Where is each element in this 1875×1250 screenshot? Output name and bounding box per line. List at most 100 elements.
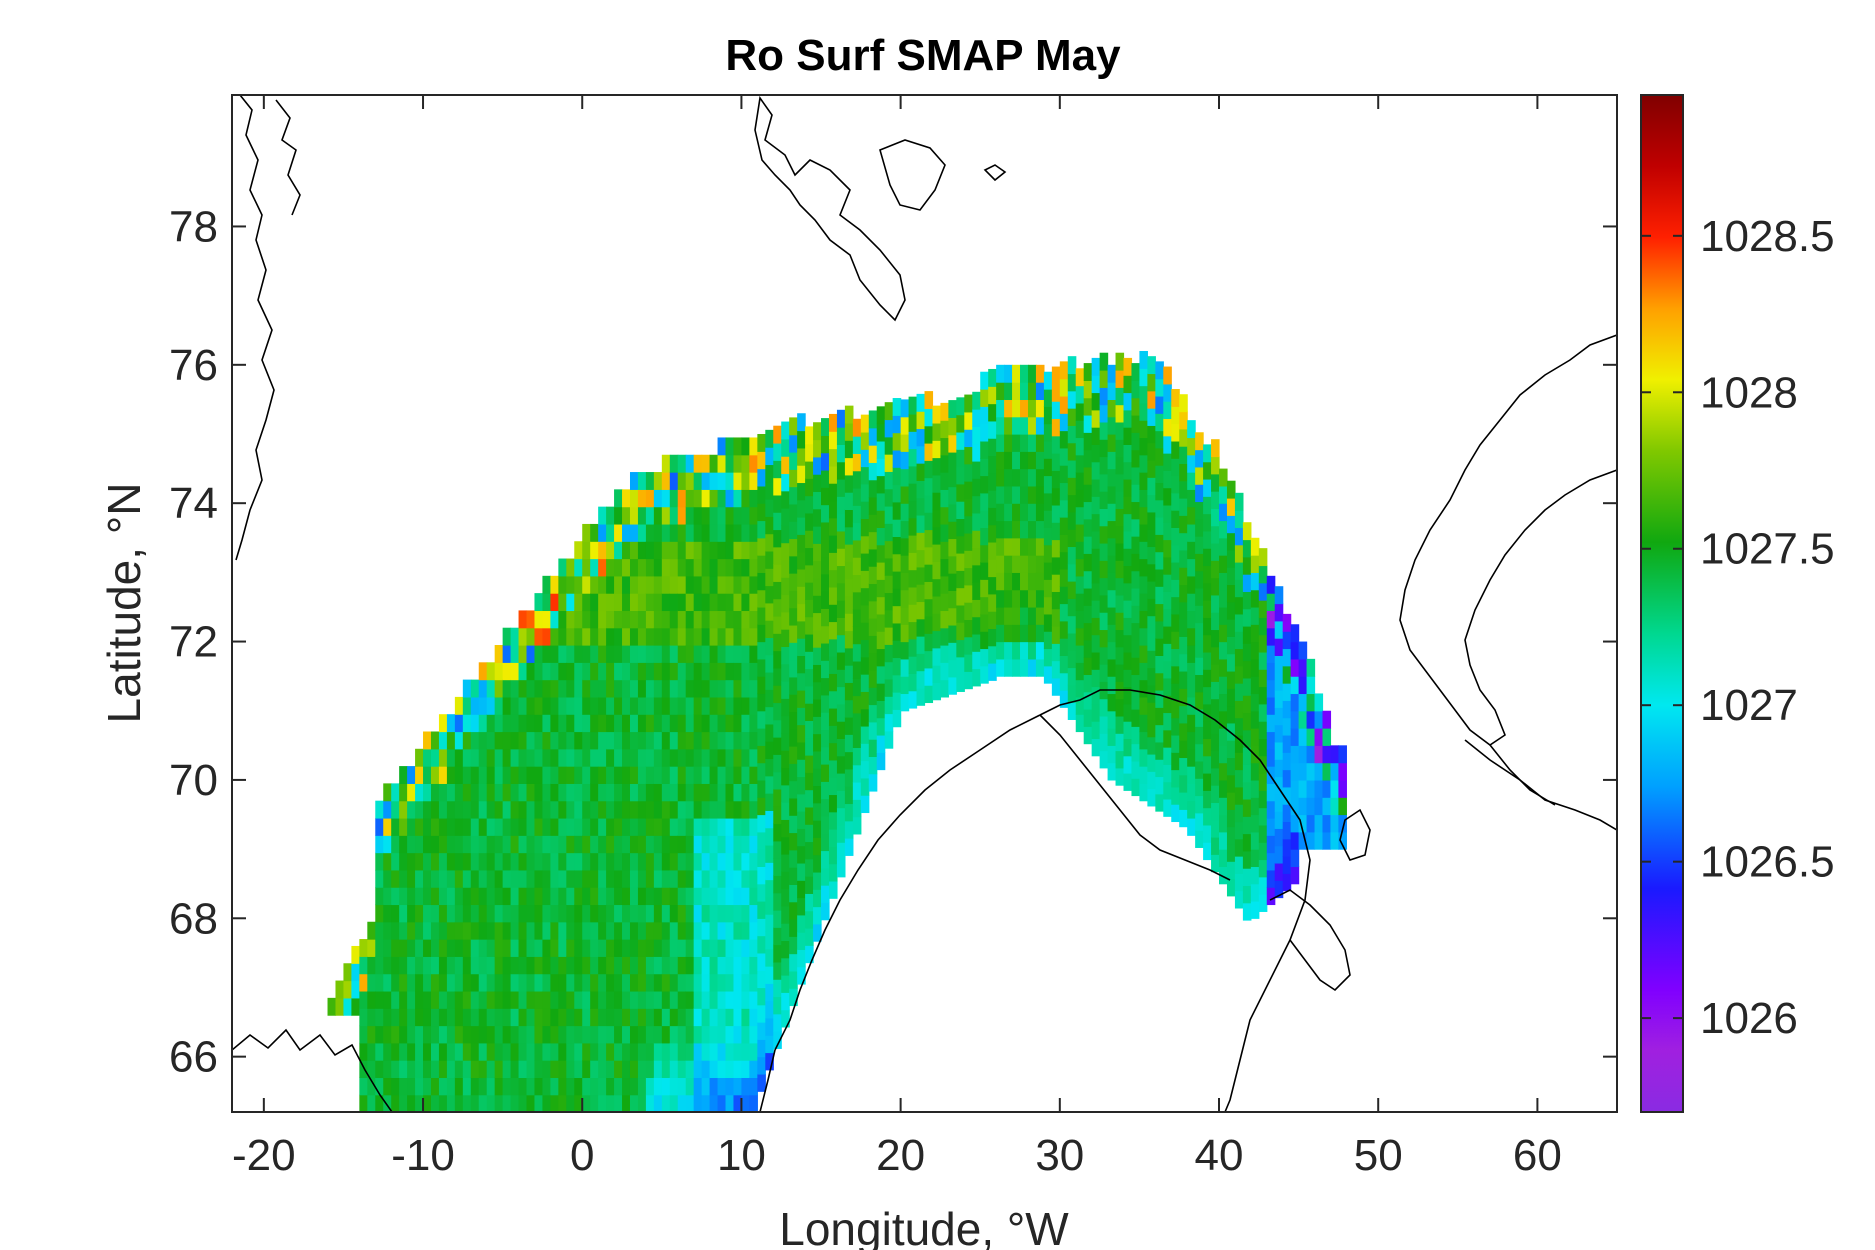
heatmap-cell [892,449,902,468]
heatmap-cell [661,748,671,767]
heatmap-cell [1020,399,1029,418]
heatmap-cell [598,817,607,836]
heatmap-cell [852,487,862,506]
heatmap-cell [813,474,822,493]
heatmap-cell [526,645,536,663]
heatmap-cell [1187,472,1196,490]
heatmap-cell [797,638,806,656]
heatmap-cell [1203,686,1212,705]
heatmap-cell [701,575,711,594]
heatmap-cell [821,781,830,800]
heatmap-cell [685,506,695,525]
heatmap-cell [924,546,934,565]
heatmap-cell [534,696,544,715]
heatmap-cell [637,506,647,525]
heatmap-cell [462,990,472,1009]
heatmap-cell [1282,631,1292,650]
heatmap-cell [1075,506,1085,525]
heatmap-cell [701,921,711,940]
heatmap-cell [558,869,567,888]
y-tick-label: 66 [169,1033,218,1082]
heatmap-cell [502,1060,512,1079]
heatmap-cell [860,760,870,779]
heatmap-cell [1091,357,1101,376]
heatmap-cell [423,1025,432,1044]
heatmap-cell [1035,624,1045,643]
heatmap-cell [781,577,790,596]
heatmap-cell [1274,655,1284,674]
heatmap-cell [1226,601,1236,620]
heatmap-cell [669,939,679,957]
heatmap-cell [526,783,536,802]
heatmap-cell [900,693,910,712]
heatmap-cell [685,472,695,490]
heatmap-cell [685,783,695,802]
heatmap-cell [725,956,735,975]
heatmap-cell [773,961,782,980]
heatmap-cell [478,835,488,854]
heatmap-cell [1314,797,1324,816]
heatmap-cell [598,1060,607,1079]
heatmap-cell [430,1042,440,1061]
heatmap-cell [733,817,743,836]
heatmap-cell [749,523,758,542]
heatmap-cell [1155,551,1164,570]
heatmap-cell [733,714,743,733]
heatmap-cell [1059,551,1069,570]
heatmap-cell [1163,470,1172,489]
heatmap-cell [892,432,902,451]
heatmap-cell [391,904,400,923]
heatmap-cell [988,628,997,647]
heatmap-cell [661,869,671,888]
heatmap-cell [868,427,878,446]
heatmap-cell [677,610,687,629]
heatmap-cell [741,835,750,854]
heatmap-cell [598,973,607,992]
heatmap-cell [1258,651,1268,670]
heatmap-cell [924,529,934,548]
heatmap-cell [781,663,790,682]
heatmap-cell [1051,487,1061,506]
heatmap-cell [669,869,679,888]
heatmap-cell [598,956,607,975]
heatmap-cell [781,629,790,647]
heatmap-cell [375,1094,384,1112]
heatmap-cell [446,939,456,957]
heatmap-cell [1163,383,1172,402]
heatmap-cell [542,696,551,715]
heatmap-cell [996,589,1005,608]
heatmap-cell [1242,764,1252,783]
heatmap-cell [1242,660,1252,679]
heatmap-cell [1012,606,1021,625]
heatmap-cell [383,990,392,1009]
heatmap-cell [1147,477,1156,496]
heatmap-cell [741,610,750,629]
heatmap-cell [797,465,806,484]
heatmap-cell [407,904,416,923]
heatmap-cell [757,883,766,902]
heatmap-cell [789,780,798,799]
heatmap-cell [454,714,464,733]
heatmap-cell [781,802,790,820]
heatmap-cell [948,676,957,695]
heatmap-cell [860,414,870,433]
heatmap-cell [661,558,671,577]
heatmap-cell [1155,447,1164,466]
heatmap-cell [1020,416,1029,435]
heatmap-cell [645,1060,655,1079]
heatmap-cell [773,598,782,617]
heatmap-cell [1051,677,1061,696]
heatmap-cell [1107,537,1117,556]
heatmap-cell [1091,634,1101,653]
heatmap-cell [996,364,1005,383]
heatmap-cell [1139,437,1148,456]
heatmap-cell [789,918,798,937]
heatmap-cell [1115,612,1125,631]
heatmap-cell [1219,606,1228,625]
heatmap-cell [693,904,703,923]
heatmap-cell [709,645,719,663]
heatmap-cell [478,869,488,888]
heatmap-cell [1091,530,1101,549]
heatmap-cell [486,869,496,888]
heatmap-cell [813,422,822,441]
